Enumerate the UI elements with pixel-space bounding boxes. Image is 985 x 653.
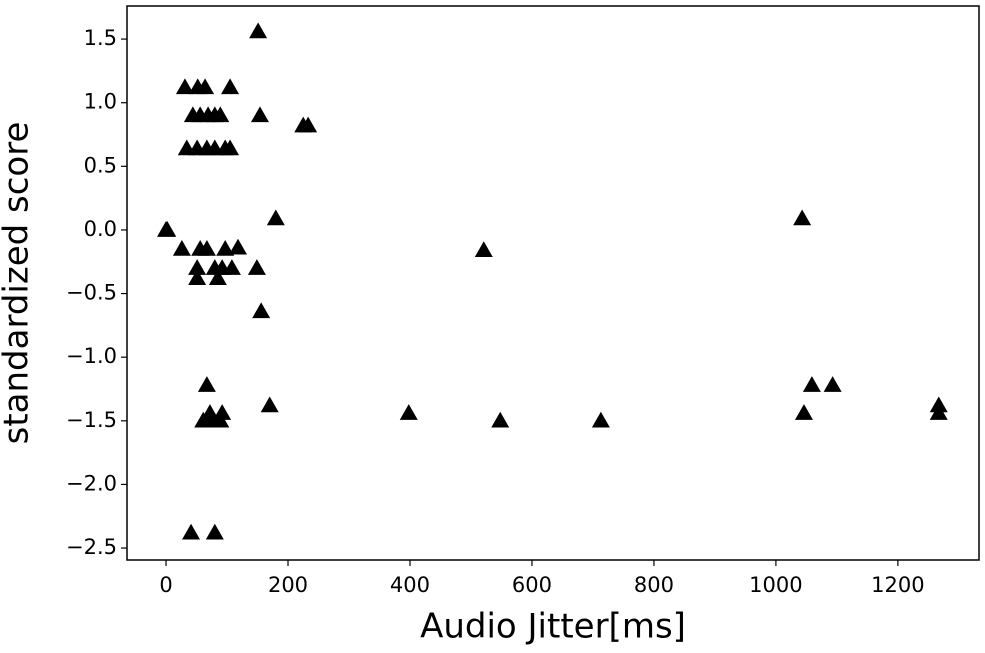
scatter-point bbox=[247, 259, 266, 275]
scatter-point bbox=[299, 116, 318, 133]
x-tick-label: 1000 bbox=[749, 573, 802, 597]
y-tick-label: −1.0 bbox=[66, 344, 117, 368]
scatter-point bbox=[182, 523, 201, 540]
x-tick-label: 0 bbox=[159, 573, 172, 597]
scatter-point bbox=[213, 404, 232, 420]
x-tick-label: 1200 bbox=[871, 573, 924, 597]
scatter-point bbox=[208, 269, 227, 286]
y-tick-label: 0.0 bbox=[84, 217, 117, 241]
scatter-point bbox=[197, 376, 216, 392]
y-tick-label: 1.0 bbox=[84, 90, 117, 114]
y-tick-label: −0.5 bbox=[66, 281, 117, 305]
scatter-point bbox=[221, 139, 240, 156]
scatter-point bbox=[266, 209, 285, 226]
x-tick-label: 800 bbox=[634, 573, 674, 597]
scatter-point bbox=[216, 240, 235, 256]
scatter-point bbox=[188, 269, 207, 286]
y-tick-label: −2.0 bbox=[66, 471, 117, 495]
scatter-point bbox=[802, 376, 821, 392]
scatter-point bbox=[222, 259, 241, 275]
x-tick-label: 600 bbox=[512, 573, 552, 597]
scatter-point bbox=[158, 220, 177, 237]
scatter-point bbox=[929, 404, 948, 420]
y-tick-label: −2.5 bbox=[66, 535, 117, 559]
scatter-point bbox=[211, 106, 230, 123]
scatter-point bbox=[399, 404, 418, 420]
scatter-point bbox=[211, 411, 230, 428]
scatter-point bbox=[172, 240, 191, 256]
x-tick-label: 200 bbox=[268, 573, 308, 597]
scatter-point bbox=[197, 240, 216, 256]
scatter-point bbox=[260, 396, 279, 413]
y-tick-label: 0.5 bbox=[84, 153, 117, 177]
scatter-point bbox=[591, 411, 610, 428]
scatter-point bbox=[221, 78, 240, 95]
scatter-point bbox=[491, 411, 510, 428]
x-tick-label: 400 bbox=[390, 573, 430, 597]
scatter-point bbox=[196, 78, 215, 95]
scatter-point bbox=[228, 238, 247, 255]
x-axis-label: Audio Jitter[ms] bbox=[420, 607, 686, 647]
y-axis-label: standardized score bbox=[0, 122, 37, 445]
scatter-point bbox=[250, 106, 269, 123]
scatter-point bbox=[175, 78, 194, 95]
scatter-point bbox=[205, 523, 224, 540]
scatter-point bbox=[249, 22, 268, 39]
scatter-point bbox=[252, 302, 271, 319]
scatter-point bbox=[793, 209, 812, 226]
plot-frame bbox=[126, 5, 980, 561]
scatter-point bbox=[188, 259, 207, 275]
y-tick-label: −1.5 bbox=[66, 408, 117, 432]
scatter-point bbox=[823, 376, 842, 392]
scatter-point bbox=[794, 404, 813, 420]
scatter-point bbox=[474, 241, 493, 258]
y-tick-label: 1.5 bbox=[84, 26, 117, 50]
